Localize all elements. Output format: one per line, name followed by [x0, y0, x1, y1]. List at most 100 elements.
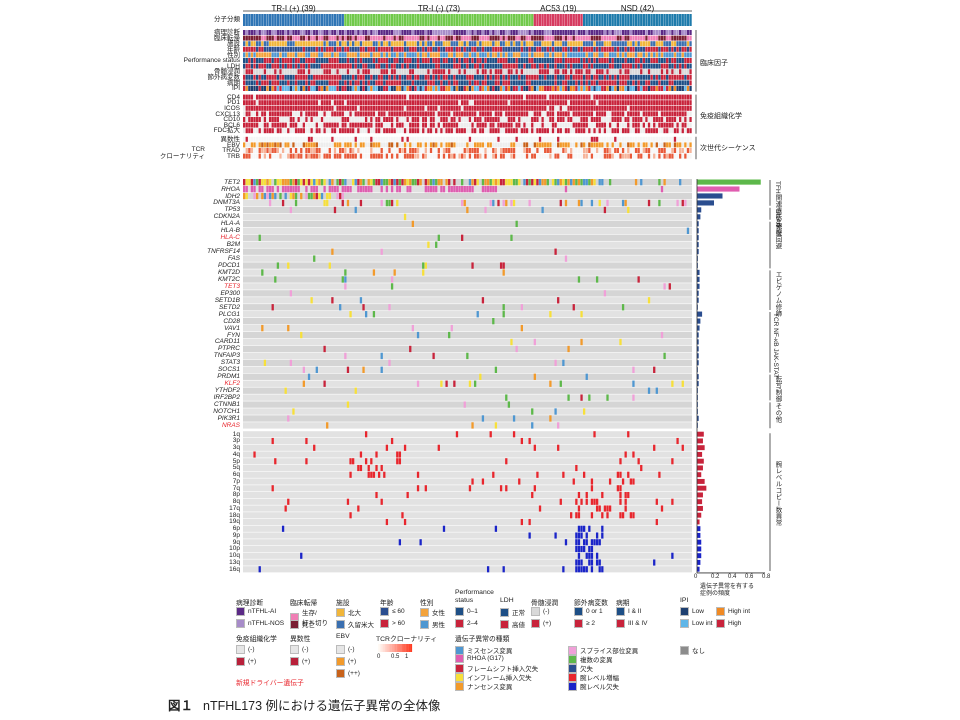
- ngs-cell: [323, 148, 326, 153]
- clinical-cell: [505, 30, 508, 35]
- ngs-cell: [471, 148, 474, 153]
- clinical-cell: [466, 46, 469, 52]
- immuno-cell: [305, 100, 308, 106]
- immuno-cell: [344, 105, 347, 111]
- immuno-cell: [528, 111, 531, 117]
- arm-cell: [588, 525, 591, 532]
- clinical-cell: [520, 58, 524, 63]
- gene-section-label: エピゲノム修飾: [774, 271, 781, 317]
- clinical-cell: [396, 46, 399, 52]
- clinical-cell: [593, 58, 596, 63]
- clinical-cell: [339, 30, 342, 35]
- immuno-cell: [676, 94, 679, 100]
- arm-row-bg: [243, 559, 692, 566]
- ngs-cell: [333, 148, 337, 153]
- clinical-cell: [473, 41, 477, 47]
- group-bar-cell: [463, 14, 466, 26]
- gene-cell: [458, 185, 461, 193]
- ngs-cell: [359, 153, 363, 159]
- ngs-cell: [255, 136, 259, 142]
- clinical-cell: [507, 35, 511, 41]
- ngs-cell: [455, 136, 459, 142]
- clinical-cell: [494, 46, 498, 52]
- clinical-cell: [559, 58, 562, 63]
- ngs-cell: [497, 136, 500, 142]
- group-bar-cell: [253, 14, 256, 26]
- gene-cell: [409, 345, 412, 353]
- ngs-cell: [614, 153, 617, 159]
- clinical-cell: [629, 35, 633, 41]
- gene-section-label: その他: [774, 403, 781, 423]
- immuno-cell: [414, 111, 417, 117]
- gene-cell: [663, 179, 666, 186]
- gene-row-label: TET3: [224, 282, 240, 290]
- clinical-cell: [336, 86, 339, 91]
- gene-cell: [663, 352, 666, 360]
- clinical-cell: [642, 46, 645, 52]
- gene-row-label: YTHDF2: [214, 387, 240, 395]
- clinical-cell: [606, 80, 609, 86]
- clinical-cell: [580, 46, 583, 52]
- clinical-cell: [429, 41, 433, 47]
- immuno-cell: [686, 105, 690, 111]
- clinical-cell: [367, 41, 370, 47]
- clinical-cell: [637, 58, 640, 63]
- legend-item-label: Low: [692, 608, 704, 615]
- clinical-cell: [668, 58, 671, 63]
- gene-cell: [274, 192, 277, 200]
- arm-row-label: 16q: [229, 565, 240, 573]
- immuno-cell: [686, 111, 690, 117]
- ngs-cell: [255, 153, 259, 159]
- ngs-cell: [671, 136, 674, 142]
- gene-cell: [598, 199, 601, 207]
- immuno-cell: [499, 100, 503, 106]
- arm-cell: [403, 444, 407, 451]
- arm-cell: [575, 539, 578, 546]
- legend-swatch: [568, 672, 577, 682]
- clinical-cell: [248, 69, 251, 75]
- clinical-cell: [279, 30, 282, 35]
- ngs-cell: [318, 142, 321, 148]
- clinical-cell: [673, 74, 677, 80]
- clinical-cell: [544, 63, 547, 69]
- ngs-cell: [595, 153, 599, 159]
- group-bar-cell: [658, 14, 661, 26]
- clinical-cell: [588, 74, 591, 80]
- ngs-cell: [619, 142, 622, 148]
- clinical-cell: [601, 69, 604, 75]
- clinical-cell: [476, 69, 479, 75]
- immuno-cell: [473, 105, 477, 111]
- ngs-cell: [349, 136, 352, 142]
- gene-cell: [502, 311, 505, 318]
- clinical-cell: [422, 35, 425, 41]
- clinical-cell: [538, 74, 542, 80]
- ngs-cell: [518, 142, 521, 148]
- clinical-cell: [396, 63, 399, 69]
- clinical-cell: [403, 46, 407, 52]
- ngs-cell: [505, 148, 508, 153]
- clinical-cell: [268, 80, 272, 86]
- ngs-cell: [250, 148, 254, 153]
- gene-cell: [435, 179, 438, 186]
- legend-title: 遺伝子異常の種類: [455, 636, 510, 643]
- immuno-cell: [533, 128, 536, 134]
- clinical-cell: [406, 41, 409, 47]
- clinical-cell: [258, 86, 261, 91]
- clinical-cell: [637, 35, 640, 41]
- ngs-cell: [494, 148, 498, 153]
- ngs-cell: [679, 136, 682, 142]
- immuno-cell: [346, 128, 350, 134]
- gene-row-bg: [243, 373, 692, 380]
- arm-freq-bar: [697, 559, 701, 565]
- ngs-cell: [611, 142, 614, 148]
- immuno-cell: [416, 117, 420, 122]
- clinical-cell: [362, 74, 365, 80]
- immuno-cell: [440, 100, 443, 106]
- ngs-cell: [580, 153, 583, 159]
- clinical-cell: [435, 63, 438, 69]
- ngs-cell: [525, 136, 529, 142]
- immuno-cell: [432, 94, 435, 100]
- clinical-cell: [352, 63, 355, 69]
- ngs-cell: [505, 153, 508, 159]
- immuno-cell: [684, 128, 687, 134]
